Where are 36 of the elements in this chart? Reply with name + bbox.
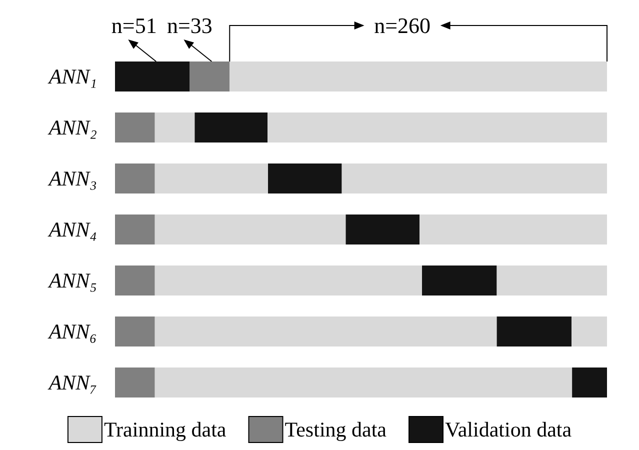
bar [154,112,195,142]
bar [496,316,572,346]
text: n=33 [166,13,212,38]
bar [154,316,497,346]
bar [115,266,155,296]
legend-label: Validation data [445,418,572,442]
legend-label: Testing data [284,418,388,442]
bar [572,316,607,346]
bar [420,214,607,244]
bar [154,266,422,296]
text: n=260 [374,13,431,38]
y-tick-label: ANN₃ [46,166,97,190]
bar [115,164,155,194]
bar [115,214,155,244]
bar [154,368,572,398]
bar [268,164,342,194]
bar [154,214,346,244]
bar [346,214,420,244]
bar [115,112,155,142]
legend-label: Trainning data [104,418,227,442]
bar [194,112,268,142]
bar [154,164,268,194]
y-tick-label: ANN₆ [46,320,97,344]
y-tick-label: ANN₄ [46,218,97,242]
bar [496,266,607,296]
y-tick-label: ANN₁ [46,64,97,88]
y-tick-label: ANN₅ [46,268,97,292]
text: n=51 [111,13,157,38]
bar [115,316,155,346]
bar [422,266,497,296]
y-tick-label: ANN₂ [46,116,97,140]
bar [342,164,607,194]
y-tick-label: ANN₇ [46,370,97,394]
bar [115,368,155,398]
bar [572,368,607,398]
bar [268,112,607,142]
